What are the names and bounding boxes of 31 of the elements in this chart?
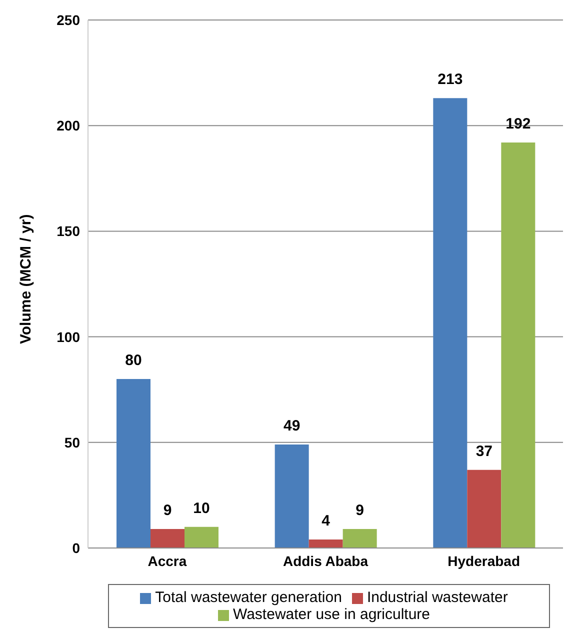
data-label: 37 [476, 442, 493, 460]
data-label: 80 [125, 352, 142, 370]
y-tick-label: 0 [72, 540, 80, 556]
data-label: 4 [322, 512, 331, 530]
y-axis-title: Volume (MCM / yr) [17, 214, 34, 344]
bar [150, 528, 184, 548]
y-tick-label: 50 [64, 434, 80, 450]
data-label: 9 [356, 502, 364, 519]
x-tick-label: Addis Ababa [282, 552, 368, 569]
y-tick-label: 100 [56, 328, 80, 345]
bar [308, 540, 343, 548]
bar [501, 142, 536, 548]
bar [184, 526, 218, 548]
legend-label: Total wastewater generation [155, 589, 342, 606]
data-label: 10 [193, 500, 210, 517]
bar [274, 444, 309, 548]
data-label: 213 [438, 71, 463, 88]
y-tick-label: 200 [56, 118, 80, 134]
bar [433, 98, 468, 548]
bar [116, 379, 150, 548]
data-label: 9 [163, 502, 172, 519]
legend-label: Industrial wastewater [366, 589, 508, 606]
bar [467, 470, 502, 548]
x-tick-label: Hyderabad [448, 552, 520, 569]
bar [342, 528, 377, 548]
data-label: 192 [506, 115, 531, 132]
legend-label: Wastewater use in agriculture [232, 606, 430, 623]
y-tick-label: 250 [56, 12, 80, 28]
data-label: 49 [283, 418, 300, 435]
y-tick-label: 150 [56, 223, 80, 240]
x-tick-label: Accra [148, 552, 187, 569]
